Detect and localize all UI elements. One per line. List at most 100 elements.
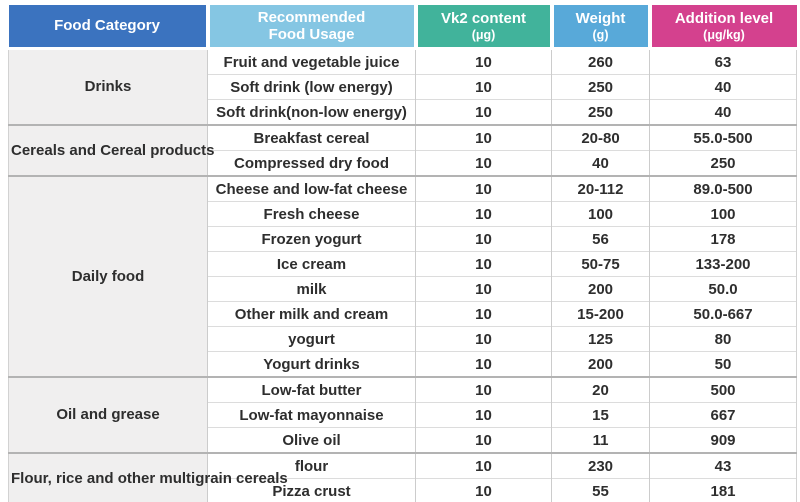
table-row: Low-fat mayonnaise 10 15 667: [9, 402, 797, 428]
column-header-label: Food Category: [54, 17, 160, 35]
food-usage-cell: Cheese and low-fat cheese: [207, 175, 416, 202]
food-usage-cell: Soft drink (low energy): [207, 74, 416, 100]
column-header-unit: (μg/kg): [703, 27, 745, 42]
weight-cell: 250: [551, 74, 650, 100]
vk2-content-cell: 10: [415, 452, 552, 479]
addition-level-cell: 50.0: [649, 276, 797, 302]
food-usage-cell: Other milk and cream: [207, 301, 416, 327]
vk2-content-cell: 10: [415, 427, 552, 453]
header-row: Food Category Recommended Food Usage Vk2 co…: [8, 5, 797, 50]
weight-cell: 15: [551, 402, 650, 428]
addition-level-cell: 100: [649, 201, 797, 227]
addition-level-cell: 50: [649, 351, 797, 377]
food-usage-cell: Yogurt drinks: [207, 351, 416, 377]
vk2-content-cell: 10: [415, 326, 552, 352]
addition-level-cell: 250: [649, 150, 797, 176]
addition-level-cell: 178: [649, 226, 797, 252]
column-header-label: Recommended: [257, 8, 366, 26]
addition-level-cell: 500: [649, 376, 797, 403]
table-row: Pizza crust 10 55 181: [9, 478, 797, 502]
weight-cell: 20: [551, 376, 650, 403]
vk2-content-cell: 10: [415, 74, 552, 100]
column-header-recommended-food-usage: Recommended Food Usage: [205, 5, 416, 50]
weight-cell: 20-112: [551, 175, 650, 202]
vk2-content-cell: 10: [415, 251, 552, 277]
vk2-content-cell: 10: [415, 351, 552, 377]
weight-cell: 250: [551, 99, 650, 125]
addition-level-cell: 40: [649, 99, 797, 125]
addition-level-cell: 55.0-500: [649, 124, 797, 151]
table-row: Yogurt drinks 10 200 50: [9, 351, 797, 377]
table-row: yogurt 10 125 80: [9, 326, 797, 352]
addition-level-cell: 133-200: [649, 251, 797, 277]
addition-level-cell: 89.0-500: [649, 175, 797, 202]
column-header-vk2-content: Vk2 content (μg): [413, 5, 552, 50]
table-body: Drinks Fruit and vegetable juice 10 260 63 So…: [8, 48, 797, 502]
table-row: Soft drink (low energy) 10 250 40: [9, 74, 797, 100]
food-usage-cell: Compressed dry food: [207, 150, 416, 176]
category-cell: Daily food: [8, 175, 208, 377]
column-header-label: Addition level: [674, 9, 774, 27]
addition-level-cell: 181: [649, 478, 797, 502]
food-usage-cell: Olive oil: [207, 427, 416, 453]
addition-level-cell: 909: [649, 427, 797, 453]
food-usage-cell: Low-fat butter: [207, 376, 416, 403]
weight-cell: 15-200: [551, 301, 650, 327]
table-row: Cereals and Cereal products Breakfast cer…: [8, 124, 797, 176]
food-additive-table: Food Category Recommended Food Usage Vk2 co…: [8, 5, 797, 502]
weight-cell: 50-75: [551, 251, 650, 277]
column-header-weight: Weight (g): [549, 5, 650, 50]
weight-cell: 200: [551, 276, 650, 302]
food-usage-cell: Fruit and vegetable juice: [207, 48, 416, 75]
vk2-content-cell: 10: [415, 99, 552, 125]
food-usage-cell: milk: [207, 276, 416, 302]
table-header: Food Category Recommended Food Usage Vk2 co…: [8, 5, 797, 50]
vk2-content-cell: 10: [415, 226, 552, 252]
column-header-label: Vk2 content: [440, 9, 527, 27]
weight-cell: 200: [551, 351, 650, 377]
column-header-unit: (μg): [471, 27, 496, 42]
food-usage-cell: flour: [207, 452, 416, 479]
table-row: Flour, rice and other multigrain cereals…: [8, 452, 797, 502]
table-row: Compressed dry food 10 40 250: [9, 150, 797, 176]
food-usage-cell: Pizza crust: [207, 478, 416, 502]
category-cell: Oil and grease: [8, 376, 208, 453]
table-row: Fresh cheese 10 100 100: [9, 201, 797, 227]
table-row: Frozen yogurt 10 56 178: [9, 226, 797, 252]
weight-cell: 100: [551, 201, 650, 227]
vk2-content-cell: 10: [415, 48, 552, 75]
table-row: Daily food Cheese and low-fat cheese 10 20-…: [8, 175, 797, 377]
weight-cell: 260: [551, 48, 650, 75]
vk2-content-cell: 10: [415, 150, 552, 176]
food-usage-cell: Soft drink(non-low energy): [207, 99, 416, 125]
weight-cell: 40: [551, 150, 650, 176]
table-row: Oil and grease Low-fat butter 10 20 500: [8, 376, 797, 453]
vk2-content-cell: 10: [415, 402, 552, 428]
vk2-content-cell: 10: [415, 276, 552, 302]
column-header-food-category: Food Category: [8, 5, 208, 50]
addition-level-cell: 50.0-667: [649, 301, 797, 327]
addition-level-cell: 80: [649, 326, 797, 352]
weight-cell: 55: [551, 478, 650, 502]
addition-level-cell: 43: [649, 452, 797, 479]
category-cell: Cereals and Cereal products: [8, 124, 214, 176]
table-row: Other milk and cream 10 15-200 50.0-667: [9, 301, 797, 327]
column-header-addition-level: Addition level (μg/kg): [647, 5, 797, 50]
addition-level-cell: 40: [649, 74, 797, 100]
weight-cell: 125: [551, 326, 650, 352]
table-row: milk 10 200 50.0: [9, 276, 797, 302]
column-header-label: Weight: [575, 9, 626, 27]
addition-level-cell: 667: [649, 402, 797, 428]
vk2-content-cell: 10: [415, 376, 552, 403]
vk2-content-cell: 10: [415, 175, 552, 202]
food-usage-cell: Ice cream: [207, 251, 416, 277]
weight-cell: 11: [551, 427, 650, 453]
vk2-content-cell: 10: [415, 201, 552, 227]
vk2-content-cell: 10: [415, 478, 552, 502]
food-usage-cell: yogurt: [207, 326, 416, 352]
weight-cell: 20-80: [551, 124, 650, 151]
addition-level-cell: 63: [649, 48, 797, 75]
food-usage-cell: Fresh cheese: [207, 201, 416, 227]
weight-cell: 56: [551, 226, 650, 252]
